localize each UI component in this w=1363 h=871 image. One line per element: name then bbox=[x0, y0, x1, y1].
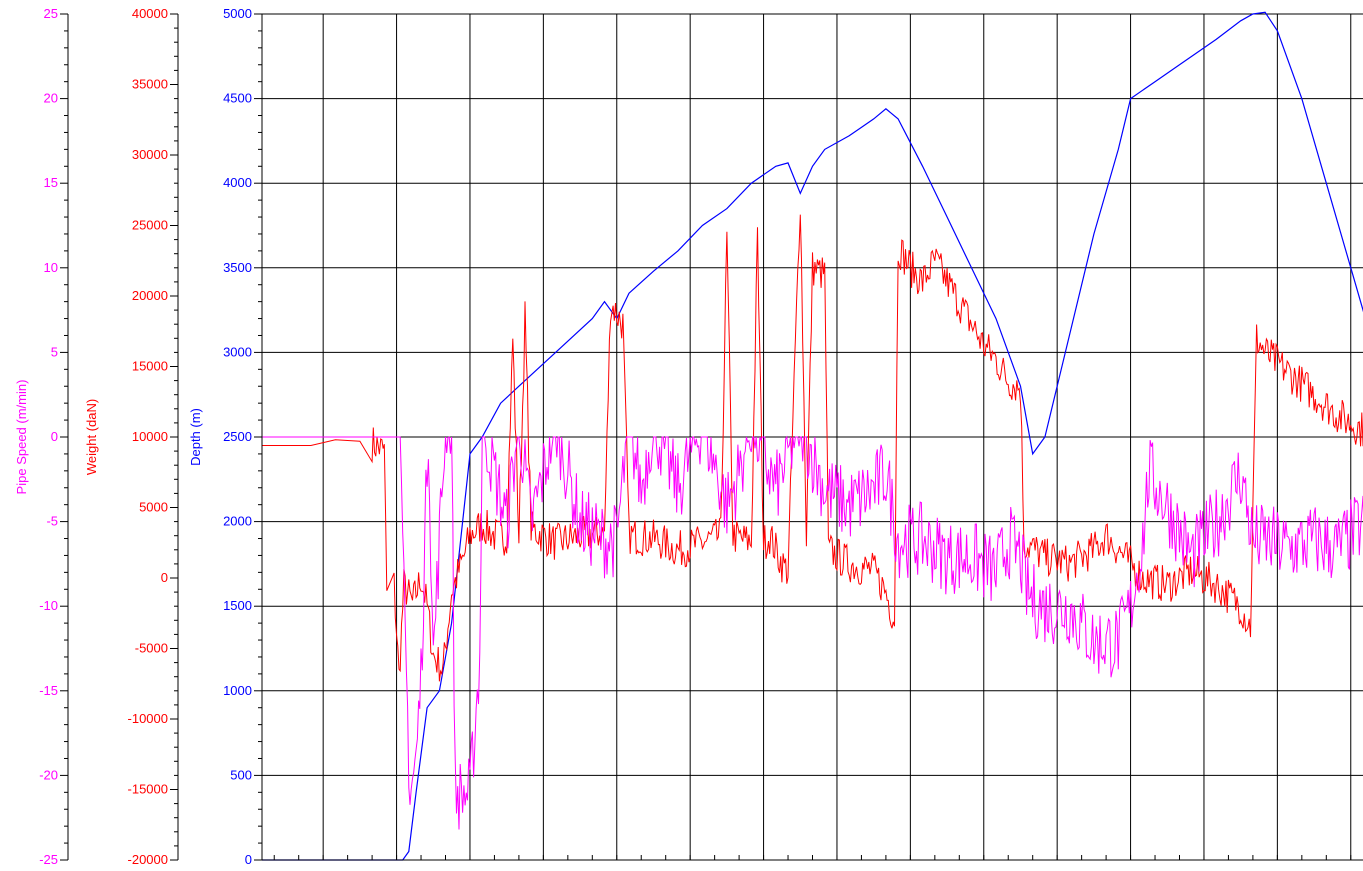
depth-tick-label: 500 bbox=[230, 767, 252, 782]
depth-tick-label: 5000 bbox=[223, 6, 252, 21]
pipe_speed-tick-label: 10 bbox=[44, 260, 58, 275]
depth-tick-label: 4500 bbox=[223, 91, 252, 106]
pipe_speed-tick-label: 25 bbox=[44, 6, 58, 21]
weight-tick-label: -10000 bbox=[128, 711, 168, 726]
weight-tick-label: -5000 bbox=[135, 641, 168, 656]
pipe_speed-tick-label: -10 bbox=[39, 598, 58, 613]
depth-tick-label: 4000 bbox=[223, 175, 252, 190]
series-group bbox=[262, 11, 1363, 861]
depth-tick-label: 3000 bbox=[223, 344, 252, 359]
weight-tick-label: 20000 bbox=[132, 288, 168, 303]
pipe_speed-tick-label: 0 bbox=[51, 429, 58, 444]
pipe_speed-tick-label: -20 bbox=[39, 767, 58, 782]
weight-tick-label: -15000 bbox=[128, 782, 168, 797]
weight-tick-label: 0 bbox=[161, 570, 168, 585]
pipe_speed-tick-label: 15 bbox=[44, 175, 58, 190]
depth-tick-label: 1000 bbox=[223, 683, 252, 698]
depth-tick-label: 1500 bbox=[223, 598, 252, 613]
pipe_speed-tick-label: -5 bbox=[46, 514, 58, 529]
weight-axis-title: Weight (daN) bbox=[84, 399, 99, 475]
weight-tick-label: 5000 bbox=[139, 500, 168, 515]
pipe_speed-tick-label: -15 bbox=[39, 683, 58, 698]
pipe_speed-series-line bbox=[262, 435, 1363, 830]
depth-tick-label: 2500 bbox=[223, 429, 252, 444]
depth-series-line bbox=[262, 11, 1363, 861]
pipe_speed-tick-label: -25 bbox=[39, 852, 58, 867]
weight-tick-label: -20000 bbox=[128, 852, 168, 867]
weight-tick-label: 15000 bbox=[132, 359, 168, 374]
pipe_speed-tick-label: 20 bbox=[44, 91, 58, 106]
axes-group: 25 20 15 10 5 0 -5 -10 -15 -20 -25 Pipe Speed (m/mi… bbox=[14, 6, 1363, 867]
pipe_speed-axis-title: Pipe Speed (m/min) bbox=[14, 380, 29, 495]
weight-tick-label: 35000 bbox=[132, 77, 168, 92]
depth-axis-title: Depth (m) bbox=[188, 408, 203, 466]
depth-tick-label: 2000 bbox=[223, 514, 252, 529]
depth-tick-label: 3500 bbox=[223, 260, 252, 275]
depth-tick-label: 0 bbox=[245, 852, 252, 867]
weight-tick-label: 40000 bbox=[132, 6, 168, 21]
weight-tick-label: 10000 bbox=[132, 429, 168, 444]
weight-tick-label: 25000 bbox=[132, 218, 168, 233]
pipe_speed-tick-label: 5 bbox=[51, 344, 58, 359]
weight-tick-label: 30000 bbox=[132, 147, 168, 162]
weight-series-line bbox=[262, 214, 1363, 682]
